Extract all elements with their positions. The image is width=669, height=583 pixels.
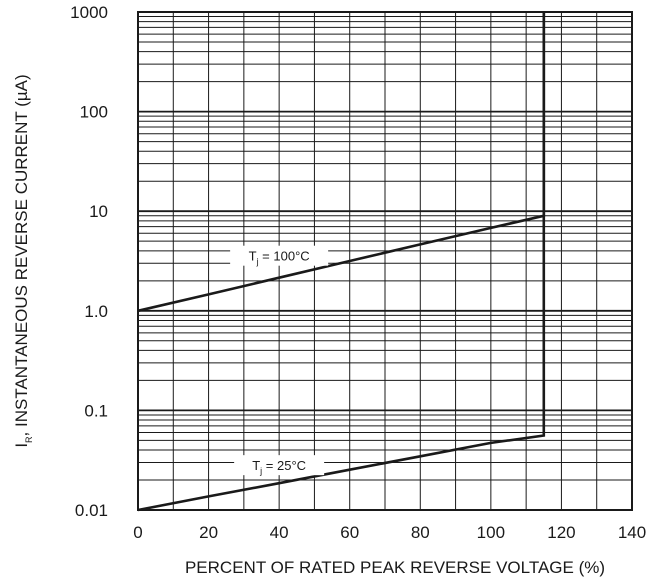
x-tick-label: 0 — [133, 523, 142, 542]
y-axis-label-main: I — [12, 443, 31, 448]
y-tick-label: 1.0 — [84, 302, 108, 321]
y-tick-label: 10 — [89, 202, 108, 221]
chart-grid — [138, 12, 632, 510]
series-line-0 — [137, 12, 546, 313]
x-tick-label: 20 — [199, 523, 218, 542]
x-tick-label: 140 — [618, 523, 646, 542]
x-tick-label: 120 — [547, 523, 575, 542]
annotations: Tj = 100°C Tj = 25°C — [230, 245, 329, 476]
data-series — [137, 12, 546, 512]
series-annotation-box-1 — [234, 455, 325, 476]
y-tick-label: 0.01 — [75, 501, 108, 520]
y-tick-label: 1000 — [70, 3, 108, 22]
series-annotation-0: Tj = 100°C — [249, 249, 310, 267]
y-axis-label-subscript: R — [24, 436, 34, 443]
x-tick-label: 80 — [411, 523, 430, 542]
x-tick-label: 40 — [270, 523, 289, 542]
series-annotation-box-0 — [230, 245, 329, 266]
y-tick-label: 100 — [80, 103, 108, 122]
series-line-1 — [137, 12, 546, 512]
series-annotation-1: Tj = 25°C — [252, 458, 306, 476]
x-axis-label: PERCENT OF RATED PEAK REVERSE VOLTAGE (%… — [185, 558, 605, 577]
y-axis-label-rest: , INSTANTANEOUS REVERSE CURRENT (µA) — [12, 74, 31, 436]
y-tick-label: 0.1 — [84, 401, 108, 420]
y-axis-label: IR, INSTANTANEOUS REVERSE CURRENT (µA) — [12, 74, 34, 447]
x-tick-label: 100 — [477, 523, 505, 542]
x-tick-labels: 0 20 40 60 80 100 120 140 — [133, 523, 646, 542]
plot-frame — [137, 11, 633, 511]
x-tick-label: 60 — [340, 523, 359, 542]
y-tick-labels: 0.01 0.1 1.0 10 100 1000 — [70, 3, 108, 520]
